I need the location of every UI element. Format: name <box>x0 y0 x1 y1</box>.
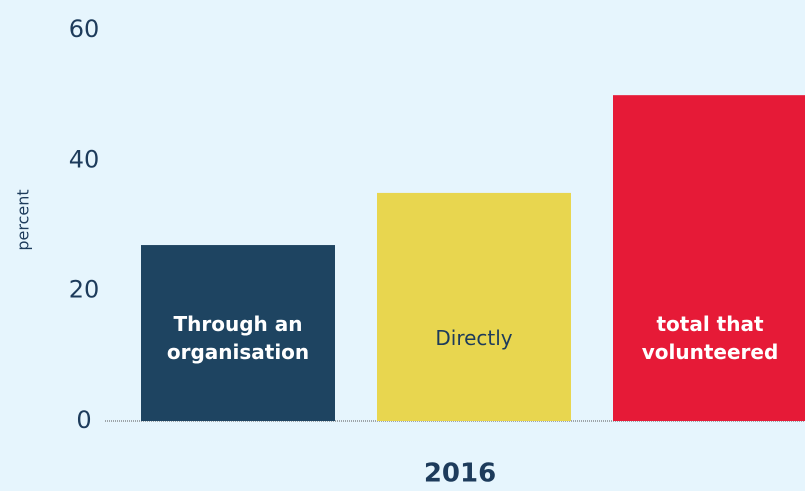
bar-label: total that volunteered <box>641 312 779 364</box>
bar <box>613 95 805 422</box>
y-tick-label: 40 <box>69 145 100 173</box>
y-tick-label: 0 <box>76 406 91 434</box>
y-tick-label: 60 <box>69 15 100 43</box>
bar-label: Through an organisation <box>166 312 310 364</box>
y-tick-label: 20 <box>69 276 100 304</box>
bar <box>377 192 571 421</box>
y-axis-label: percent <box>14 189 33 250</box>
x-tick-label: 2016 <box>424 459 496 489</box>
bar <box>141 245 335 421</box>
bar-label: Directly <box>435 326 513 350</box>
